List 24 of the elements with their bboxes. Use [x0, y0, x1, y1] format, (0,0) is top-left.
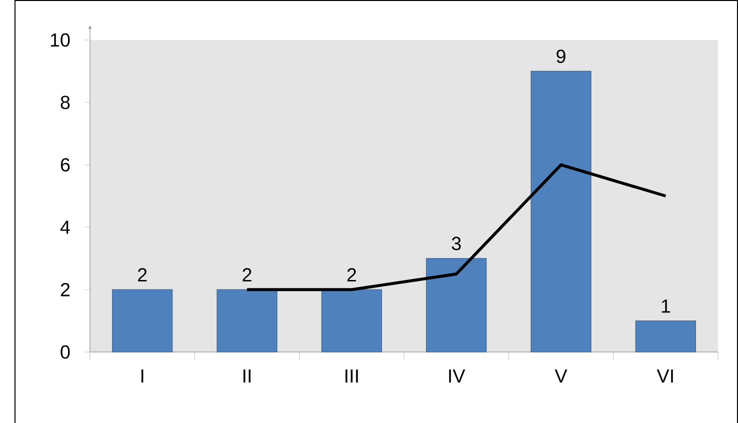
x-tick-label: VI — [656, 370, 673, 383]
y-tick-label: 0 — [60, 345, 70, 359]
data-label: 2 — [242, 268, 252, 282]
y-tick-label: 6 — [60, 158, 70, 172]
data-label: 9 — [556, 50, 566, 63]
x-tick-label: III — [346, 370, 358, 383]
x-tick-label: IV — [449, 370, 466, 383]
x-tick-label: II — [244, 370, 251, 383]
bar — [112, 289, 173, 352]
bar — [426, 258, 487, 352]
bar — [321, 289, 382, 352]
y-tick-label: 8 — [60, 96, 70, 110]
bar — [530, 70, 592, 352]
data-label: 1 — [662, 300, 670, 313]
bar — [635, 320, 696, 352]
y-tick-label: 2 — [60, 282, 70, 296]
data-label: 3 — [452, 236, 461, 250]
x-tick-label: I — [141, 370, 144, 383]
x-tick-label: V — [554, 370, 568, 383]
y-tick-label: 10 — [50, 33, 70, 47]
data-label: 2 — [138, 268, 147, 282]
data-label: 2 — [347, 268, 356, 282]
bar — [216, 289, 278, 352]
y-tick-label: 4 — [60, 220, 70, 234]
